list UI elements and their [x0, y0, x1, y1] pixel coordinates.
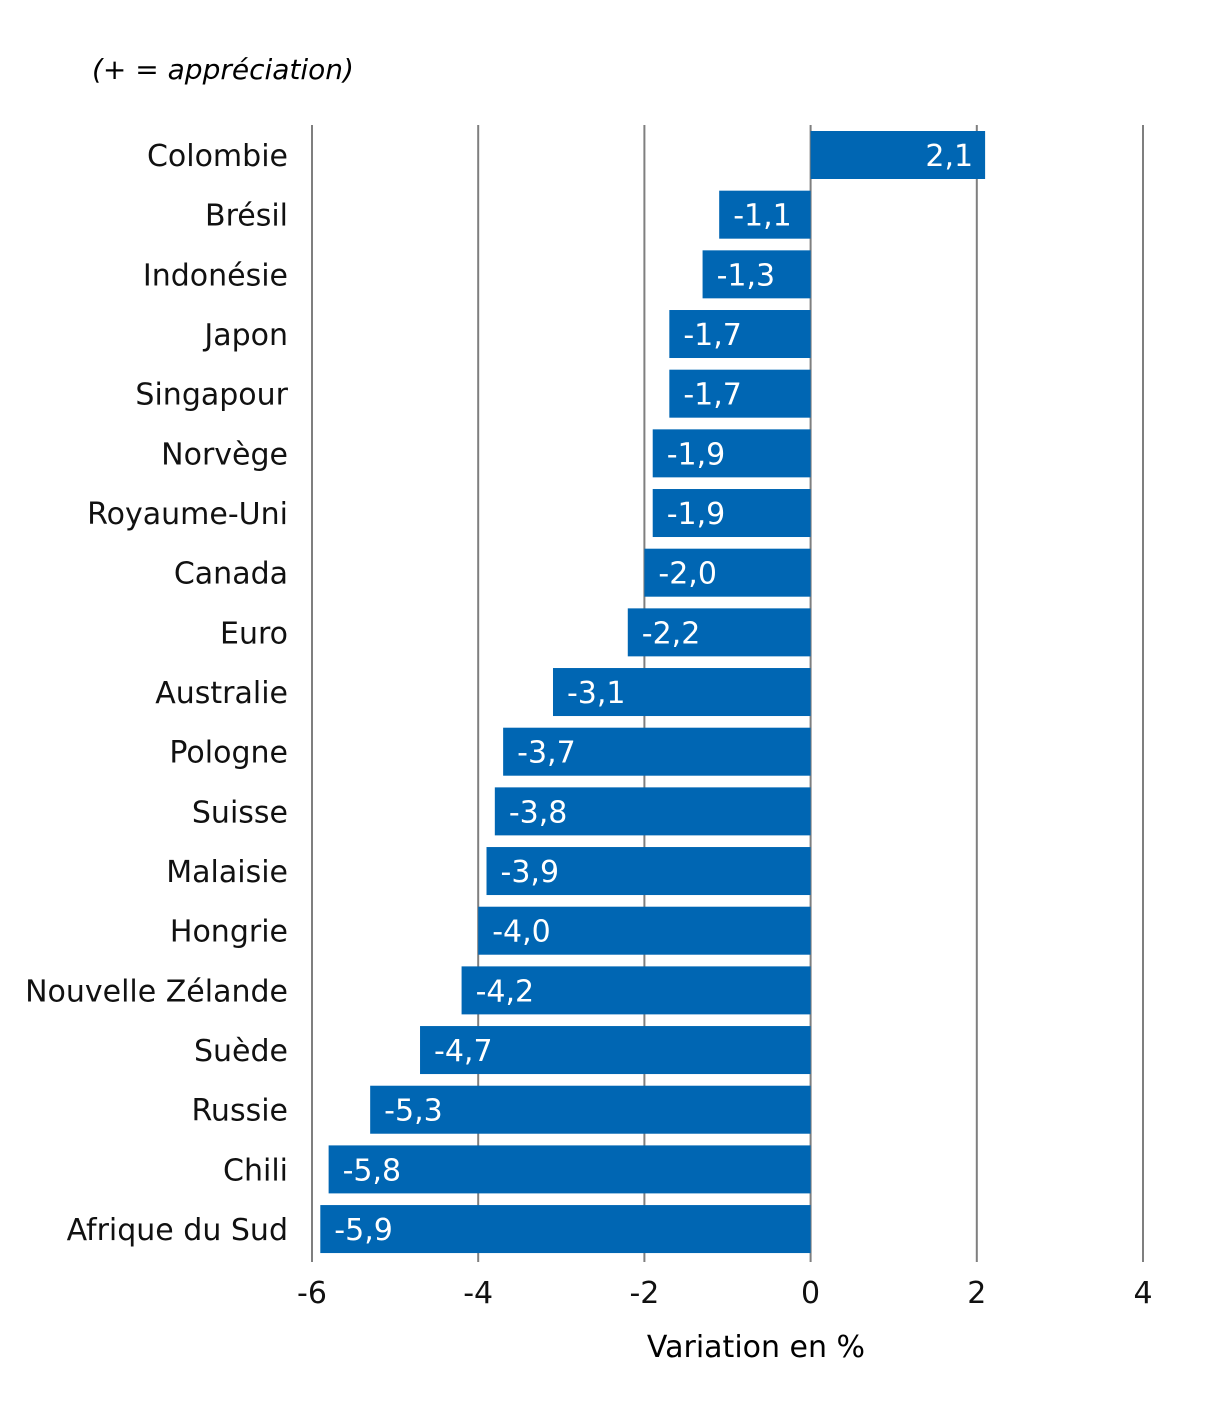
value-label: -5,3	[384, 1094, 443, 1129]
category-label: Canada	[174, 557, 288, 592]
value-label: -1,7	[683, 318, 742, 353]
category-label: Nouvelle Zélande	[25, 974, 288, 1009]
category-label: Singapour	[135, 378, 288, 413]
value-label: -3,1	[567, 676, 626, 711]
category-label: Australie	[155, 676, 288, 711]
bar-norvège	[652, 429, 811, 478]
bar-russie	[370, 1085, 811, 1134]
category-label: Afrique du Sud	[67, 1213, 288, 1248]
bar-royaume-uni	[652, 489, 811, 538]
category-label: Colombie	[147, 139, 288, 174]
bar-chili	[328, 1145, 811, 1194]
bar-singapour	[669, 369, 811, 418]
value-label: -4,2	[476, 974, 535, 1009]
category-label: Norvège	[161, 437, 288, 472]
tick-label: -2	[629, 1276, 659, 1311]
bar-indonésie	[702, 250, 811, 299]
bar-pologne	[503, 727, 811, 776]
category-label: Indonésie	[143, 258, 288, 293]
bar-colombie	[810, 131, 986, 179]
category-label: Royaume-Uni	[87, 497, 288, 532]
x-axis-title: Variation en %	[647, 1330, 865, 1365]
bar-suisse	[494, 787, 811, 836]
value-label: -2,0	[658, 557, 717, 592]
category-label: Suède	[194, 1034, 288, 1069]
bar-nouvelle-zélande	[461, 966, 811, 1015]
tick-label: 0	[801, 1276, 820, 1311]
value-label: -1,9	[667, 437, 726, 472]
tick-label: -6	[297, 1276, 327, 1311]
category-labels: Colombie Brésil Indonésie Japon Singapour Nor…	[25, 139, 289, 1248]
value-label: -2,2	[642, 616, 701, 651]
category-label: Hongrie	[170, 915, 288, 950]
x-axis-ticks: -6 -4 -2 0 2 4	[297, 1276, 1153, 1311]
value-label: -3,7	[517, 736, 576, 771]
bar-japon	[669, 310, 811, 359]
category-label: Euro	[220, 616, 288, 651]
category-label: Pologne	[169, 736, 288, 771]
value-label: -3,9	[501, 855, 560, 890]
value-label: -1,3	[717, 258, 776, 293]
value-label: -4,0	[492, 915, 551, 950]
value-label: 2,1	[925, 139, 973, 174]
category-label: Russie	[191, 1094, 288, 1129]
tick-label: -4	[463, 1276, 493, 1311]
category-label: Malaisie	[166, 855, 288, 890]
bars	[320, 131, 986, 1254]
value-label: -1,1	[733, 199, 792, 234]
category-label: Brésil	[205, 199, 288, 234]
value-label: -1,7	[683, 378, 742, 413]
bar-hongrie	[478, 906, 811, 955]
category-label: Chili	[223, 1153, 288, 1188]
tick-label: 2	[967, 1276, 986, 1311]
value-label: -5,8	[343, 1153, 402, 1188]
bar-suède	[420, 1026, 811, 1075]
value-labels: 2,1 -1,1 -1,3 -1,7 -1,7 -1,9 -1,9 -2,0 -2,2 -3,1 -…	[334, 139, 973, 1248]
chart-annotation: (+ = appréciation)	[92, 53, 354, 86]
value-label: -1,9	[667, 497, 726, 532]
tick-label: 4	[1133, 1276, 1152, 1311]
bar-brésil	[719, 190, 811, 239]
bar-malaisie	[486, 847, 811, 896]
value-label: -5,9	[334, 1213, 393, 1248]
value-label: -4,7	[434, 1034, 493, 1069]
bar-australie	[552, 668, 811, 717]
bar-canada	[644, 548, 811, 597]
category-label: Suisse	[192, 795, 288, 830]
bar-euro	[627, 608, 811, 657]
bar-afrique-du-sud	[320, 1205, 811, 1254]
value-label: -3,8	[509, 795, 568, 830]
category-label: Japon	[202, 318, 288, 353]
